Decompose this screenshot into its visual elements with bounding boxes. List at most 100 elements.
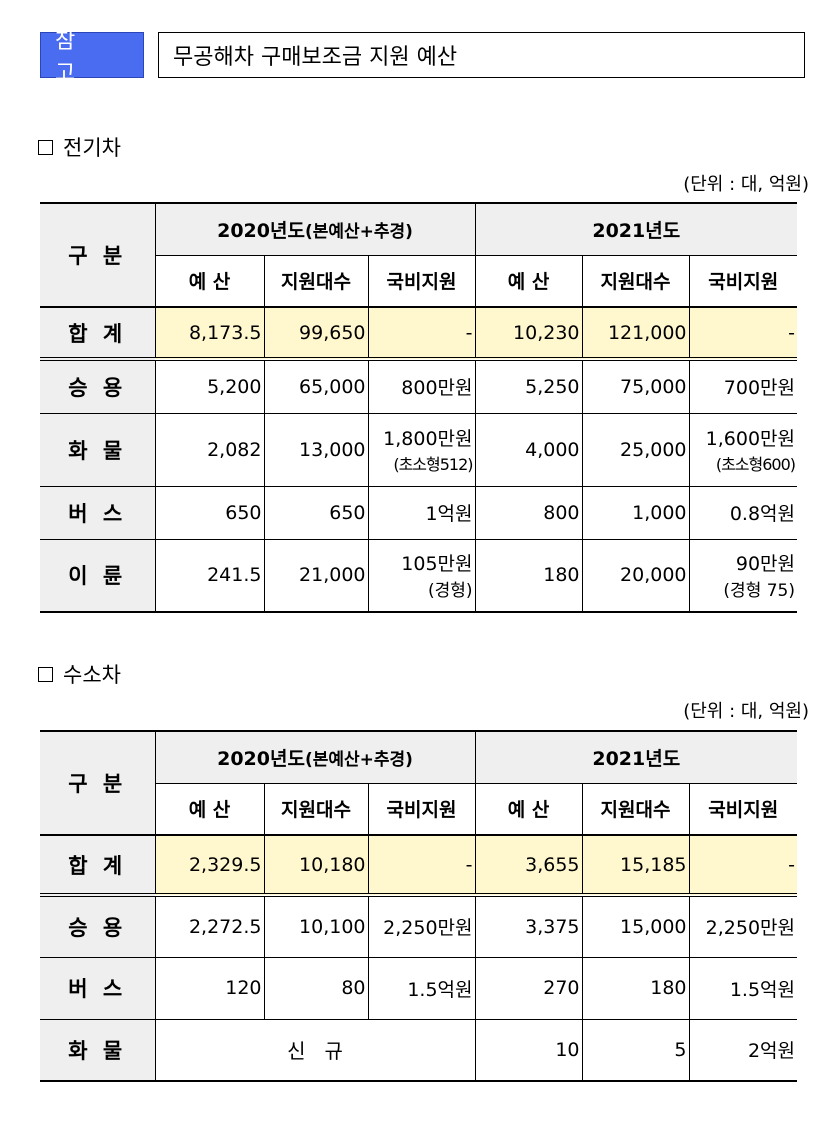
ev-cell: 65,000 (263, 358, 369, 414)
ev-cell: 650 (263, 485, 369, 540)
fcev-cell: - (688, 834, 798, 897)
fcev-cell: 120 (154, 956, 265, 1020)
fcev-cell: 10,100 (263, 894, 369, 958)
fcev-year2020-suffix: (본예산+추경) (304, 749, 413, 770)
ev-cell: 13,000 (263, 412, 369, 487)
ev-cell: 8,173.5 (154, 306, 265, 361)
fcev-row-category: 버 스 (40, 956, 156, 1020)
fcev-row-bus: 버 스 120 80 1.5억원 270 180 1.5억원 (40, 956, 798, 1020)
ev-row-category: 승 용 (40, 358, 156, 414)
fcev-cell: 15,185 (581, 834, 690, 897)
fcev-cell: 15,000 (581, 894, 690, 958)
fcev-row-truck: 화 물 신 규 10 5 2억원 (40, 1018, 798, 1082)
ev-cell-note: (초소형600) (715, 455, 796, 474)
ev-cell: 10,230 (474, 306, 583, 361)
ev-cell-with-note: 1,800만원 (초소형512) (367, 412, 476, 487)
fcev-cell: 2,329.5 (154, 834, 265, 897)
ev-cell-with-note: 1,600만원 (초소형600) (688, 412, 798, 487)
ev-sub-header: 예 산 (154, 254, 265, 308)
fcev-row-category: 합 계 (40, 834, 156, 897)
ev-sub-header: 국비지원 (688, 254, 798, 308)
ev-row-bus: 버 스 650 650 1억원 800 1,000 0.8억원 (40, 485, 798, 540)
ev-cell-note: (경형 75) (723, 581, 796, 602)
ev-row-truck: 화 물 2,082 13,000 1,800만원 (초소형512) 4,000 2… (40, 412, 798, 487)
ev-budget-table: 구 분 2020년도(본예산+추경) 2021년도 예 산 지원대수 국비지원 … (40, 202, 798, 613)
ev-cell: 5,250 (474, 358, 583, 414)
fcev-cell: 2,250만원 (688, 894, 798, 958)
ev-cell: 1억원 (367, 485, 476, 540)
ev-year2020-header: 2020년도(본예산+추경) (154, 202, 476, 256)
ev-sub-header: 지원대수 (263, 254, 369, 308)
fcev-sub-header: 예 산 (474, 782, 583, 836)
fcev-cell: 3,655 (474, 834, 583, 897)
ev-cell-value: 90만원 (735, 553, 796, 576)
fcev-new-label: 신 규 (154, 1018, 476, 1082)
fcev-cell: 270 (474, 956, 583, 1020)
ev-cell-note: (경형) (427, 581, 473, 602)
ev-cell: - (367, 306, 476, 361)
fcev-row-category: 화 물 (40, 1018, 156, 1082)
ev-cell: - (688, 306, 798, 361)
ev-cell-value: 1,800만원 (383, 428, 473, 450)
fcev-sub-header: 국비지원 (688, 782, 798, 836)
ev-cell: 800만원 (367, 358, 476, 414)
ev-row-twowheeler: 이 륜 241.5 21,000 105만원 (경형) 180 20,000 90… (40, 538, 798, 613)
document-title: 무공해차 구매보조금 지원 예산 (158, 32, 805, 78)
fcev-budget-table: 구 분 2020년도(본예산+추경) 2021년도 예 산 지원대수 국비지원 … (40, 730, 798, 1082)
fcev-cell: 2,250만원 (367, 894, 476, 958)
ev-year2020-suffix: (본예산+추경) (304, 221, 413, 242)
fcev-cell: 1.5억원 (367, 956, 476, 1020)
ev-sub-header: 지원대수 (581, 254, 690, 308)
ev-cell: 2,082 (154, 412, 265, 487)
fcev-row-passenger: 승 용 2,272.5 10,100 2,250만원 3,375 15,000 … (40, 894, 798, 958)
fcev-sub-header: 예 산 (154, 782, 265, 836)
fcev-sub-header: 국비지원 (367, 782, 476, 836)
ev-cell: 1,000 (581, 485, 690, 540)
ev-row-total: 합 계 8,173.5 99,650 - 10,230 121,000 - (40, 306, 798, 361)
fcev-cell: 180 (581, 956, 690, 1020)
fcev-cell: 80 (263, 956, 369, 1020)
ev-cell: 25,000 (581, 412, 690, 487)
checkbox-bullet-icon (38, 666, 53, 682)
ev-cell: 650 (154, 485, 265, 540)
fcev-cell: 5 (581, 1018, 690, 1082)
ev-cell: 99,650 (263, 306, 369, 361)
ev-year2020-label: 2020년도 (217, 219, 305, 242)
fcev-cell: - (367, 834, 476, 897)
ev-row-category: 버 스 (40, 485, 156, 540)
ev-cell-value: 1,600만원 (705, 428, 796, 450)
ev-cell: 800 (474, 485, 583, 540)
ev-section-heading: 전기차 (38, 132, 121, 162)
fcev-unit-label: (단위 : 대, 억원) (683, 701, 809, 722)
fcev-row-category: 승 용 (40, 894, 156, 958)
ev-heading-label: 전기차 (63, 136, 121, 160)
ev-cell-note: (초소형512) (393, 455, 473, 474)
fcev-cell: 3,375 (474, 894, 583, 958)
ev-cell: 75,000 (581, 358, 690, 414)
ev-year2021-header: 2021년도 (474, 202, 798, 256)
fcev-row-total: 합 계 2,329.5 10,180 - 3,655 15,185 - (40, 834, 798, 897)
ev-category-header: 구 분 (40, 202, 156, 308)
fcev-cell: 1.5억원 (688, 956, 798, 1020)
ev-row-category: 이 륜 (40, 538, 156, 613)
fcev-year2021-header: 2021년도 (474, 730, 798, 784)
checkbox-bullet-icon (38, 139, 53, 155)
fcev-cell: 10 (474, 1018, 583, 1082)
ev-cell-with-note: 105만원 (경형) (367, 538, 476, 613)
ev-cell: 4,000 (474, 412, 583, 487)
fcev-year2020-label: 2020년도 (217, 747, 305, 770)
ev-sub-header: 예 산 (474, 254, 583, 308)
ev-cell: 0.8억원 (688, 485, 798, 540)
ev-row-passenger: 승 용 5,200 65,000 800만원 5,250 75,000 700만… (40, 358, 798, 414)
fcev-sub-header: 지원대수 (263, 782, 369, 836)
ev-cell: 121,000 (581, 306, 690, 361)
ev-sub-header: 국비지원 (367, 254, 476, 308)
ev-cell-with-note: 90만원 (경형 75) (688, 538, 798, 613)
ev-unit-label: (단위 : 대, 억원) (683, 174, 809, 195)
ev-cell: 241.5 (154, 538, 265, 613)
ev-row-category: 합 계 (40, 306, 156, 361)
ev-cell: 180 (474, 538, 583, 613)
fcev-heading-label: 수소차 (63, 663, 121, 687)
reference-badge: 참 고 (40, 29, 144, 86)
fcev-category-header: 구 분 (40, 730, 156, 836)
